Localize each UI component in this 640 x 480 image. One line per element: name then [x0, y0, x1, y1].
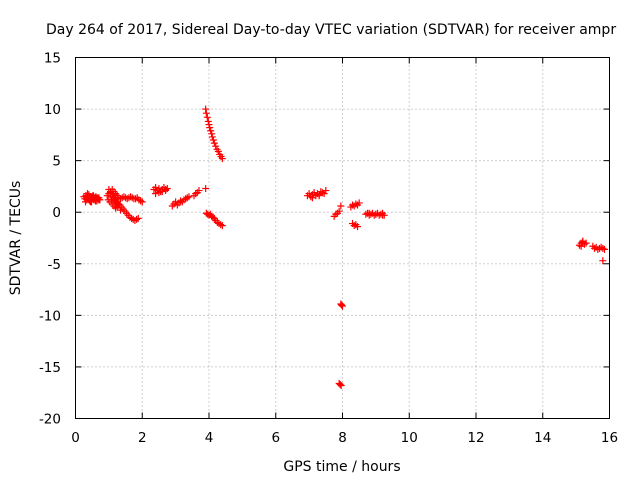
data-point	[599, 244, 607, 252]
data-points	[80, 105, 608, 389]
y-tick-label: 0	[52, 205, 61, 221]
data-point	[350, 222, 358, 230]
data-point	[599, 257, 607, 265]
data-point	[339, 302, 346, 310]
data-point	[214, 147, 222, 155]
data-point	[138, 198, 146, 206]
data-point	[110, 191, 118, 199]
data-point	[112, 204, 120, 212]
chart-title: Day 264 of 2017, Sidereal Day-to-day VTE…	[46, 22, 616, 38]
data-point	[90, 192, 98, 200]
data-point	[354, 223, 362, 231]
y-tick-label: 10	[44, 102, 61, 118]
data-point	[192, 190, 200, 198]
data-point	[322, 187, 330, 195]
data-point	[202, 109, 210, 117]
data-point	[305, 190, 313, 198]
data-point	[206, 124, 214, 132]
data-point	[212, 142, 220, 150]
data-point	[155, 189, 163, 197]
data-point	[210, 139, 218, 147]
data-point	[203, 113, 211, 121]
data-point	[209, 136, 217, 144]
data-point	[310, 189, 318, 197]
x-tick-label: 2	[138, 430, 147, 446]
x-tick-label: 8	[338, 430, 347, 446]
x-axis-label: GPS time / hours	[283, 459, 400, 475]
data-point	[600, 245, 608, 253]
data-point	[218, 222, 226, 230]
data-point	[218, 155, 226, 163]
data-point	[163, 184, 171, 192]
data-point	[132, 195, 140, 203]
data-point	[185, 193, 193, 201]
x-tick-label: 4	[205, 430, 214, 446]
data-point	[105, 186, 113, 194]
data-point	[337, 301, 345, 309]
data-point	[205, 121, 213, 129]
y-axis-ticks: -20 -15 -10 -5 0 5 10 15	[39, 51, 610, 428]
data-point	[208, 133, 216, 141]
data-point	[379, 211, 387, 219]
data-point	[217, 221, 225, 229]
plot-frame	[75, 57, 610, 419]
data-point	[337, 381, 345, 389]
x-tick-label: 12	[467, 430, 484, 446]
data-point	[372, 210, 380, 218]
data-point	[320, 190, 328, 198]
y-tick-label: 15	[44, 51, 61, 67]
x-tick-label: 10	[401, 430, 418, 446]
data-point	[308, 194, 316, 202]
y-tick-label: 5	[52, 154, 61, 170]
data-point	[162, 186, 170, 194]
data-point	[152, 190, 160, 198]
data-point	[195, 187, 203, 195]
x-tick-label: 16	[601, 430, 618, 446]
y-axis-label: SDTVAR / TECUs	[8, 181, 24, 296]
data-point	[152, 183, 160, 191]
x-tick-label: 14	[534, 430, 551, 446]
data-point	[133, 215, 141, 223]
y-tick-label: -15	[39, 360, 61, 376]
x-axis-ticks: 0 2 4 6 8 10 12 14 16	[71, 57, 618, 446]
data-point	[113, 203, 121, 211]
grid-lines	[75, 57, 610, 419]
data-point	[579, 237, 587, 245]
data-point	[355, 199, 363, 207]
data-point	[88, 198, 96, 206]
data-point	[137, 197, 145, 205]
data-point	[332, 210, 340, 218]
data-point	[208, 130, 216, 138]
data-point	[134, 214, 142, 222]
data-point	[336, 380, 344, 388]
data-point	[177, 197, 185, 205]
x-tick-label: 6	[271, 430, 280, 446]
y-tick-label: -10	[39, 308, 61, 324]
y-tick-label: -20	[39, 412, 61, 428]
data-point	[204, 117, 212, 125]
data-point	[92, 197, 100, 205]
data-point	[117, 206, 125, 214]
data-point	[365, 209, 373, 217]
data-point	[315, 192, 323, 200]
data-point	[113, 192, 121, 200]
x-tick-label: 0	[71, 430, 80, 446]
data-point	[335, 207, 343, 215]
data-point	[207, 127, 215, 135]
data-point	[577, 242, 585, 250]
data-point	[172, 198, 180, 206]
y-tick-label: -5	[48, 257, 61, 273]
data-point	[95, 196, 103, 204]
data-point	[202, 105, 210, 113]
data-point	[337, 202, 345, 210]
data-point	[202, 184, 210, 192]
data-point	[352, 200, 360, 208]
data-point	[84, 190, 92, 198]
data-point	[183, 194, 191, 202]
